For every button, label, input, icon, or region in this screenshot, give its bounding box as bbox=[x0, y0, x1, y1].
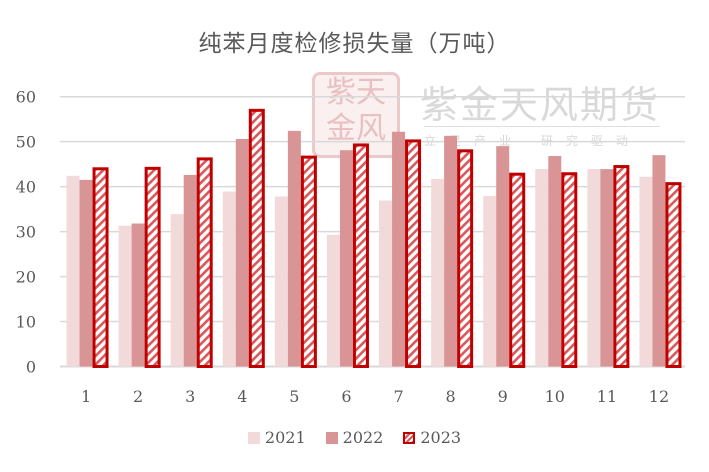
bar-2021 bbox=[639, 176, 653, 367]
legend-item-2022: 2022 bbox=[325, 428, 384, 447]
bar-2021 bbox=[535, 169, 549, 367]
bar-2022 bbox=[444, 135, 458, 367]
x-tick-label: 1 bbox=[81, 387, 91, 406]
legend-swatch-2023 bbox=[403, 431, 416, 444]
y-tick-label: 40 bbox=[16, 178, 36, 197]
bar-2023 bbox=[561, 172, 578, 368]
bar-2023 bbox=[613, 165, 630, 368]
y-tick-label: 10 bbox=[16, 313, 36, 332]
x-tick-label: 4 bbox=[237, 387, 247, 406]
bar-2023 bbox=[196, 157, 213, 368]
y-tick-label: 0 bbox=[26, 358, 36, 377]
bar-2023 bbox=[457, 149, 474, 368]
bar-2021 bbox=[326, 234, 340, 367]
bar-2023 bbox=[248, 108, 265, 368]
x-tick-label: 6 bbox=[341, 387, 351, 406]
x-tick-label: 2 bbox=[133, 387, 143, 406]
bar-2021 bbox=[118, 225, 132, 367]
bar-2021 bbox=[274, 196, 288, 367]
legend-item-2023: 2023 bbox=[403, 428, 461, 447]
bar-2022 bbox=[287, 130, 301, 367]
x-tick-label: 7 bbox=[393, 387, 403, 406]
y-tick-label: 30 bbox=[16, 223, 36, 242]
bar-2022 bbox=[131, 223, 145, 367]
x-axis-labels: 1 2 3 4 5 6 7 8 9 10 11 12 bbox=[81, 387, 669, 406]
bar-2021 bbox=[483, 196, 497, 367]
bar-2022 bbox=[652, 155, 666, 367]
bar-2021 bbox=[222, 191, 236, 367]
bar-2023 bbox=[92, 167, 109, 368]
x-tick-label: 8 bbox=[446, 387, 456, 406]
bar-2021 bbox=[431, 178, 445, 367]
bar-2022 bbox=[79, 179, 93, 367]
bar-2022 bbox=[339, 150, 353, 367]
bar-2023 bbox=[509, 172, 526, 368]
x-tick-label: 11 bbox=[597, 387, 617, 406]
x-tick-label: 5 bbox=[289, 387, 299, 406]
bar-2023 bbox=[352, 143, 369, 368]
legend-item-2021: 2021 bbox=[247, 428, 306, 447]
bar-2023 bbox=[405, 139, 422, 368]
y-tick-label: 50 bbox=[16, 133, 36, 152]
legend-label-2021: 2021 bbox=[264, 428, 306, 447]
x-tick-label: 10 bbox=[545, 387, 565, 406]
bar-2022 bbox=[183, 174, 197, 367]
bar-2021 bbox=[66, 175, 80, 367]
bar-2023 bbox=[300, 155, 317, 368]
bar-2022 bbox=[600, 169, 614, 367]
bar-2023 bbox=[144, 166, 161, 368]
y-axis-labels: 0 10 20 30 40 50 60 bbox=[16, 88, 36, 377]
bar-2022 bbox=[496, 146, 510, 367]
legend: 2021 2022 2023 bbox=[0, 428, 709, 447]
x-tick-label: 12 bbox=[649, 387, 669, 406]
legend-swatch-2022 bbox=[325, 431, 338, 444]
bar-2021 bbox=[587, 169, 601, 367]
bar-2023 bbox=[665, 182, 682, 368]
bar-2022 bbox=[548, 156, 562, 367]
legend-swatch-2021 bbox=[247, 431, 260, 444]
x-tick-label: 3 bbox=[185, 387, 195, 406]
bar-2021 bbox=[170, 214, 184, 367]
x-tick-label: 9 bbox=[498, 387, 508, 406]
bar-2022 bbox=[235, 138, 249, 367]
y-tick-label: 20 bbox=[16, 268, 36, 287]
bars bbox=[66, 108, 682, 368]
legend-label-2022: 2022 bbox=[342, 428, 384, 447]
gridlines bbox=[60, 95, 685, 368]
y-tick-label: 60 bbox=[16, 88, 36, 107]
chart-title: 纯苯月度检修损失量（万吨） bbox=[198, 31, 511, 57]
legend-label-2023: 2023 bbox=[420, 428, 462, 447]
bar-2021 bbox=[379, 200, 393, 367]
bar-2022 bbox=[392, 131, 406, 367]
